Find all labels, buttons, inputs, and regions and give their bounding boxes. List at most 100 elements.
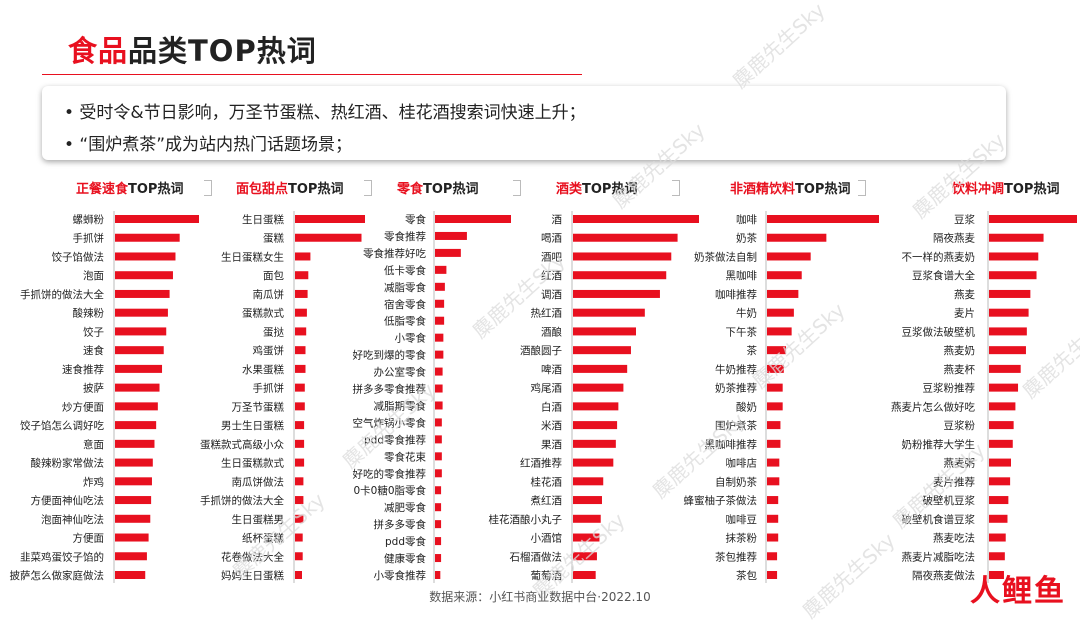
chart-title-meal: 正餐速食TOP热词: [76, 178, 212, 198]
category-label: 牛奶: [736, 307, 757, 320]
category-label: 蜂蜜柚子茶做法: [684, 494, 758, 507]
category-label: 韭菜鸡蛋饺子馅的: [20, 550, 104, 563]
bar: [767, 496, 779, 505]
bar: [435, 350, 444, 359]
title-bracket: [858, 180, 866, 196]
bar: [767, 252, 811, 261]
category-label: 螺蛳粉: [73, 213, 105, 226]
bar: [767, 421, 781, 430]
category-label: 生日蛋糕男: [232, 513, 285, 526]
chart-title-meal-highlight: 正餐速食: [76, 182, 129, 197]
category-label: 小零食: [395, 332, 427, 345]
category-label: 健康零食: [384, 552, 426, 565]
bar: [295, 496, 304, 505]
category-label: 花卷做法大全: [221, 550, 284, 563]
chart-title-snack-rest: TOP热词: [423, 182, 479, 197]
category-label: 零食花束: [384, 450, 426, 463]
bar: [295, 364, 306, 373]
category-label: 石榴酒做法: [510, 550, 563, 563]
category-label: 拼多多零食: [374, 518, 427, 531]
bar: [115, 439, 155, 448]
category-label: 自制奶茶: [715, 475, 757, 488]
category-label: 茶包: [736, 569, 757, 582]
bar: [295, 458, 305, 467]
chart-title-bakery-rest: TOP热词: [288, 182, 344, 197]
category-label: 低脂零食: [384, 315, 426, 328]
bar-charts: 螺蛳粉手抓饼饺子馅做法泡面手抓饼的做法大全酸辣粉饺子速食速食推荐披萨炒方便面饺子…: [10, 211, 1077, 583]
category-label: 葡萄酒: [531, 569, 563, 582]
category-label: 宿舍零食: [384, 298, 426, 311]
category-label: 豆浆做法破壁机: [902, 325, 976, 338]
category-label: 酸奶: [736, 400, 757, 413]
chart-title-brew: 饮料冲调TOP热词: [952, 178, 1059, 198]
bar: [573, 383, 624, 392]
category-label: 低卡零食: [384, 264, 426, 277]
category-label: 抹茶粉: [726, 532, 758, 545]
bar: [435, 248, 461, 257]
bar: [115, 252, 176, 261]
category-label: 方便面: [73, 532, 105, 545]
category-label: 酒: [552, 213, 563, 226]
bar: [295, 383, 305, 392]
chart-title-liquor-highlight: 酒类: [556, 182, 583, 197]
bar: [435, 418, 442, 427]
category-label: 减肥零食: [384, 501, 426, 514]
bar: [767, 458, 780, 467]
category-label: 燕麦片怎么做好吃: [891, 400, 975, 413]
category-label: 好吃的零食推荐: [353, 467, 427, 480]
category-label: 速食推荐: [62, 363, 104, 376]
bar: [573, 514, 601, 523]
bar: [573, 496, 602, 505]
category-label: 炒方便面: [62, 400, 104, 413]
bar: [295, 289, 308, 298]
summary-bullet-1: • 受时令&节日影响，万圣节蛋糕、热红酒、桂花酒搜索词快速上升；: [64, 103, 586, 123]
category-label: 下午茶: [726, 325, 758, 338]
category-label: 生日蛋糕款式: [221, 457, 284, 470]
bar: [989, 271, 1037, 280]
category-label: 热红酒: [531, 307, 563, 320]
category-label: 泡面: [83, 269, 104, 282]
bar: [989, 346, 1026, 355]
bar: [295, 439, 305, 448]
category-label: 米酒: [541, 419, 562, 432]
category-label: 生日蛋糕: [242, 213, 284, 226]
bar: [435, 520, 442, 529]
bar: [115, 514, 151, 523]
category-label: 办公室零食: [374, 366, 427, 379]
category-label: 手抓饼: [73, 232, 105, 245]
category-label: 水果蛋糕: [242, 363, 284, 376]
category-label: 生日蛋糕女生: [221, 250, 284, 263]
bar: [115, 421, 157, 430]
bar: [435, 554, 442, 563]
category-label: 奶茶推荐: [715, 382, 757, 395]
category-label: 空气炸锅小零食: [353, 416, 427, 429]
category-label: 燕麦片减脂吃法: [902, 550, 976, 563]
bar: [435, 231, 467, 240]
chart-title-snack: 零食TOP热词: [397, 178, 521, 198]
bar: [989, 514, 1008, 523]
bar: [295, 271, 309, 280]
category-label: 鸡尾酒: [531, 382, 563, 395]
category-label: 豆浆粉: [944, 419, 976, 432]
bar: [767, 271, 802, 280]
category-label: 披萨怎么做家庭做法: [10, 569, 105, 582]
bar: [435, 571, 441, 579]
category-label: 酒吧: [541, 250, 562, 263]
bar: [573, 439, 616, 448]
bar: [989, 533, 1006, 542]
category-label: 男士生日蛋糕: [221, 419, 284, 432]
bar: [295, 421, 305, 430]
bar: [435, 384, 443, 393]
bar: [573, 421, 618, 430]
bar: [435, 282, 445, 291]
category-label: 啤酒: [541, 363, 562, 376]
category-label: 小零食推荐: [374, 569, 427, 582]
category-label: 不一样的燕麦奶: [902, 250, 976, 263]
bar: [435, 537, 442, 546]
bar: [767, 383, 783, 392]
bar: [989, 289, 1031, 298]
category-label: 麦片推荐: [933, 475, 975, 488]
bar: [295, 252, 311, 261]
category-label: 饺子馅怎么调好吃: [20, 419, 104, 432]
category-label: 果酒: [541, 438, 562, 451]
